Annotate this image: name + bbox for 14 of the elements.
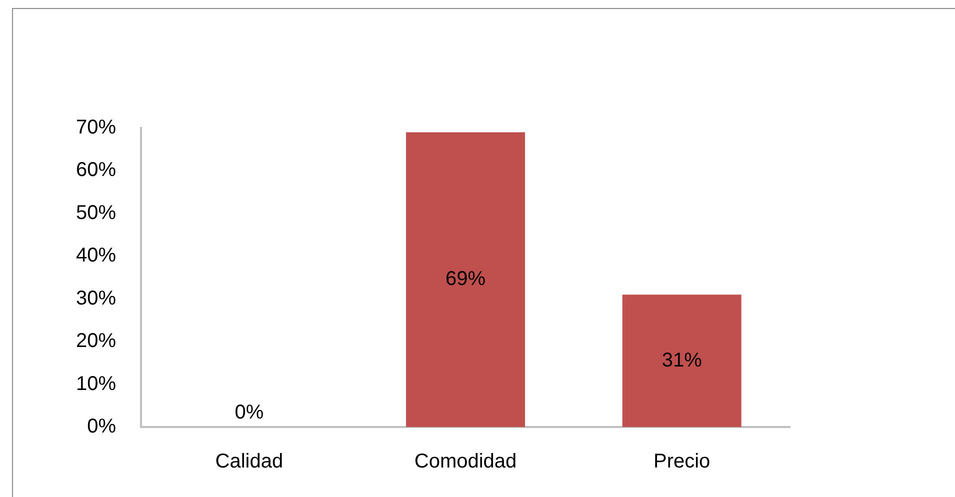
y-tick-label: 70%: [76, 116, 116, 139]
y-tick-label: 10%: [76, 372, 116, 395]
data-label: 31%: [662, 349, 702, 372]
y-tick-label: 40%: [76, 244, 116, 267]
y-tick-label: 30%: [76, 287, 116, 310]
y-tick-label: 0%: [87, 416, 116, 438]
y-tick-label: 20%: [76, 330, 116, 352]
x-tick-label: Calidad: [215, 450, 284, 473]
x-tick-label: Comodidad: [414, 450, 517, 473]
y-tick-label: 60%: [76, 159, 116, 182]
x-tick-label: Precio: [653, 450, 710, 473]
data-label: 69%: [446, 268, 486, 290]
y-tick-label: 50%: [76, 202, 116, 224]
data-label: 0%: [234, 402, 264, 424]
